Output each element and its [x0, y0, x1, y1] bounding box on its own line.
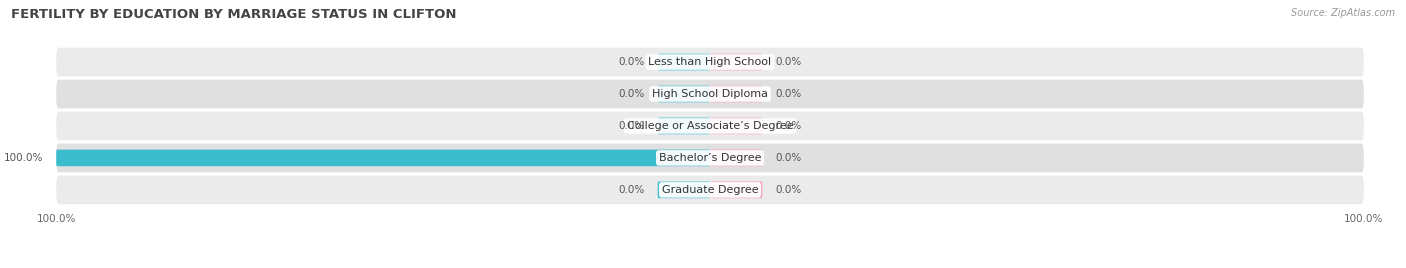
FancyBboxPatch shape	[56, 144, 1364, 172]
FancyBboxPatch shape	[56, 80, 1364, 108]
Text: Less than High School: Less than High School	[648, 57, 772, 67]
Text: 0.0%: 0.0%	[619, 185, 644, 195]
Text: 0.0%: 0.0%	[619, 57, 644, 67]
FancyBboxPatch shape	[56, 176, 1364, 204]
FancyBboxPatch shape	[658, 118, 710, 134]
FancyBboxPatch shape	[710, 181, 762, 198]
FancyBboxPatch shape	[710, 54, 762, 70]
FancyBboxPatch shape	[710, 150, 762, 166]
FancyBboxPatch shape	[710, 118, 762, 134]
Text: High School Diploma: High School Diploma	[652, 89, 768, 99]
Text: 0.0%: 0.0%	[619, 121, 644, 131]
Text: 0.0%: 0.0%	[776, 121, 801, 131]
FancyBboxPatch shape	[658, 54, 710, 70]
Text: 0.0%: 0.0%	[776, 153, 801, 163]
Text: 0.0%: 0.0%	[776, 185, 801, 195]
FancyBboxPatch shape	[56, 111, 1364, 140]
Text: 0.0%: 0.0%	[776, 89, 801, 99]
Text: 100.0%: 100.0%	[4, 153, 44, 163]
FancyBboxPatch shape	[56, 48, 1364, 76]
Text: FERTILITY BY EDUCATION BY MARRIAGE STATUS IN CLIFTON: FERTILITY BY EDUCATION BY MARRIAGE STATU…	[11, 8, 457, 21]
Text: 0.0%: 0.0%	[619, 89, 644, 99]
Text: College or Associate’s Degree: College or Associate’s Degree	[627, 121, 793, 131]
FancyBboxPatch shape	[56, 150, 710, 166]
Text: Bachelor’s Degree: Bachelor’s Degree	[659, 153, 761, 163]
Text: 0.0%: 0.0%	[776, 57, 801, 67]
FancyBboxPatch shape	[658, 86, 710, 102]
Text: Graduate Degree: Graduate Degree	[662, 185, 758, 195]
Text: Source: ZipAtlas.com: Source: ZipAtlas.com	[1291, 8, 1395, 18]
FancyBboxPatch shape	[658, 181, 710, 198]
FancyBboxPatch shape	[710, 86, 762, 102]
